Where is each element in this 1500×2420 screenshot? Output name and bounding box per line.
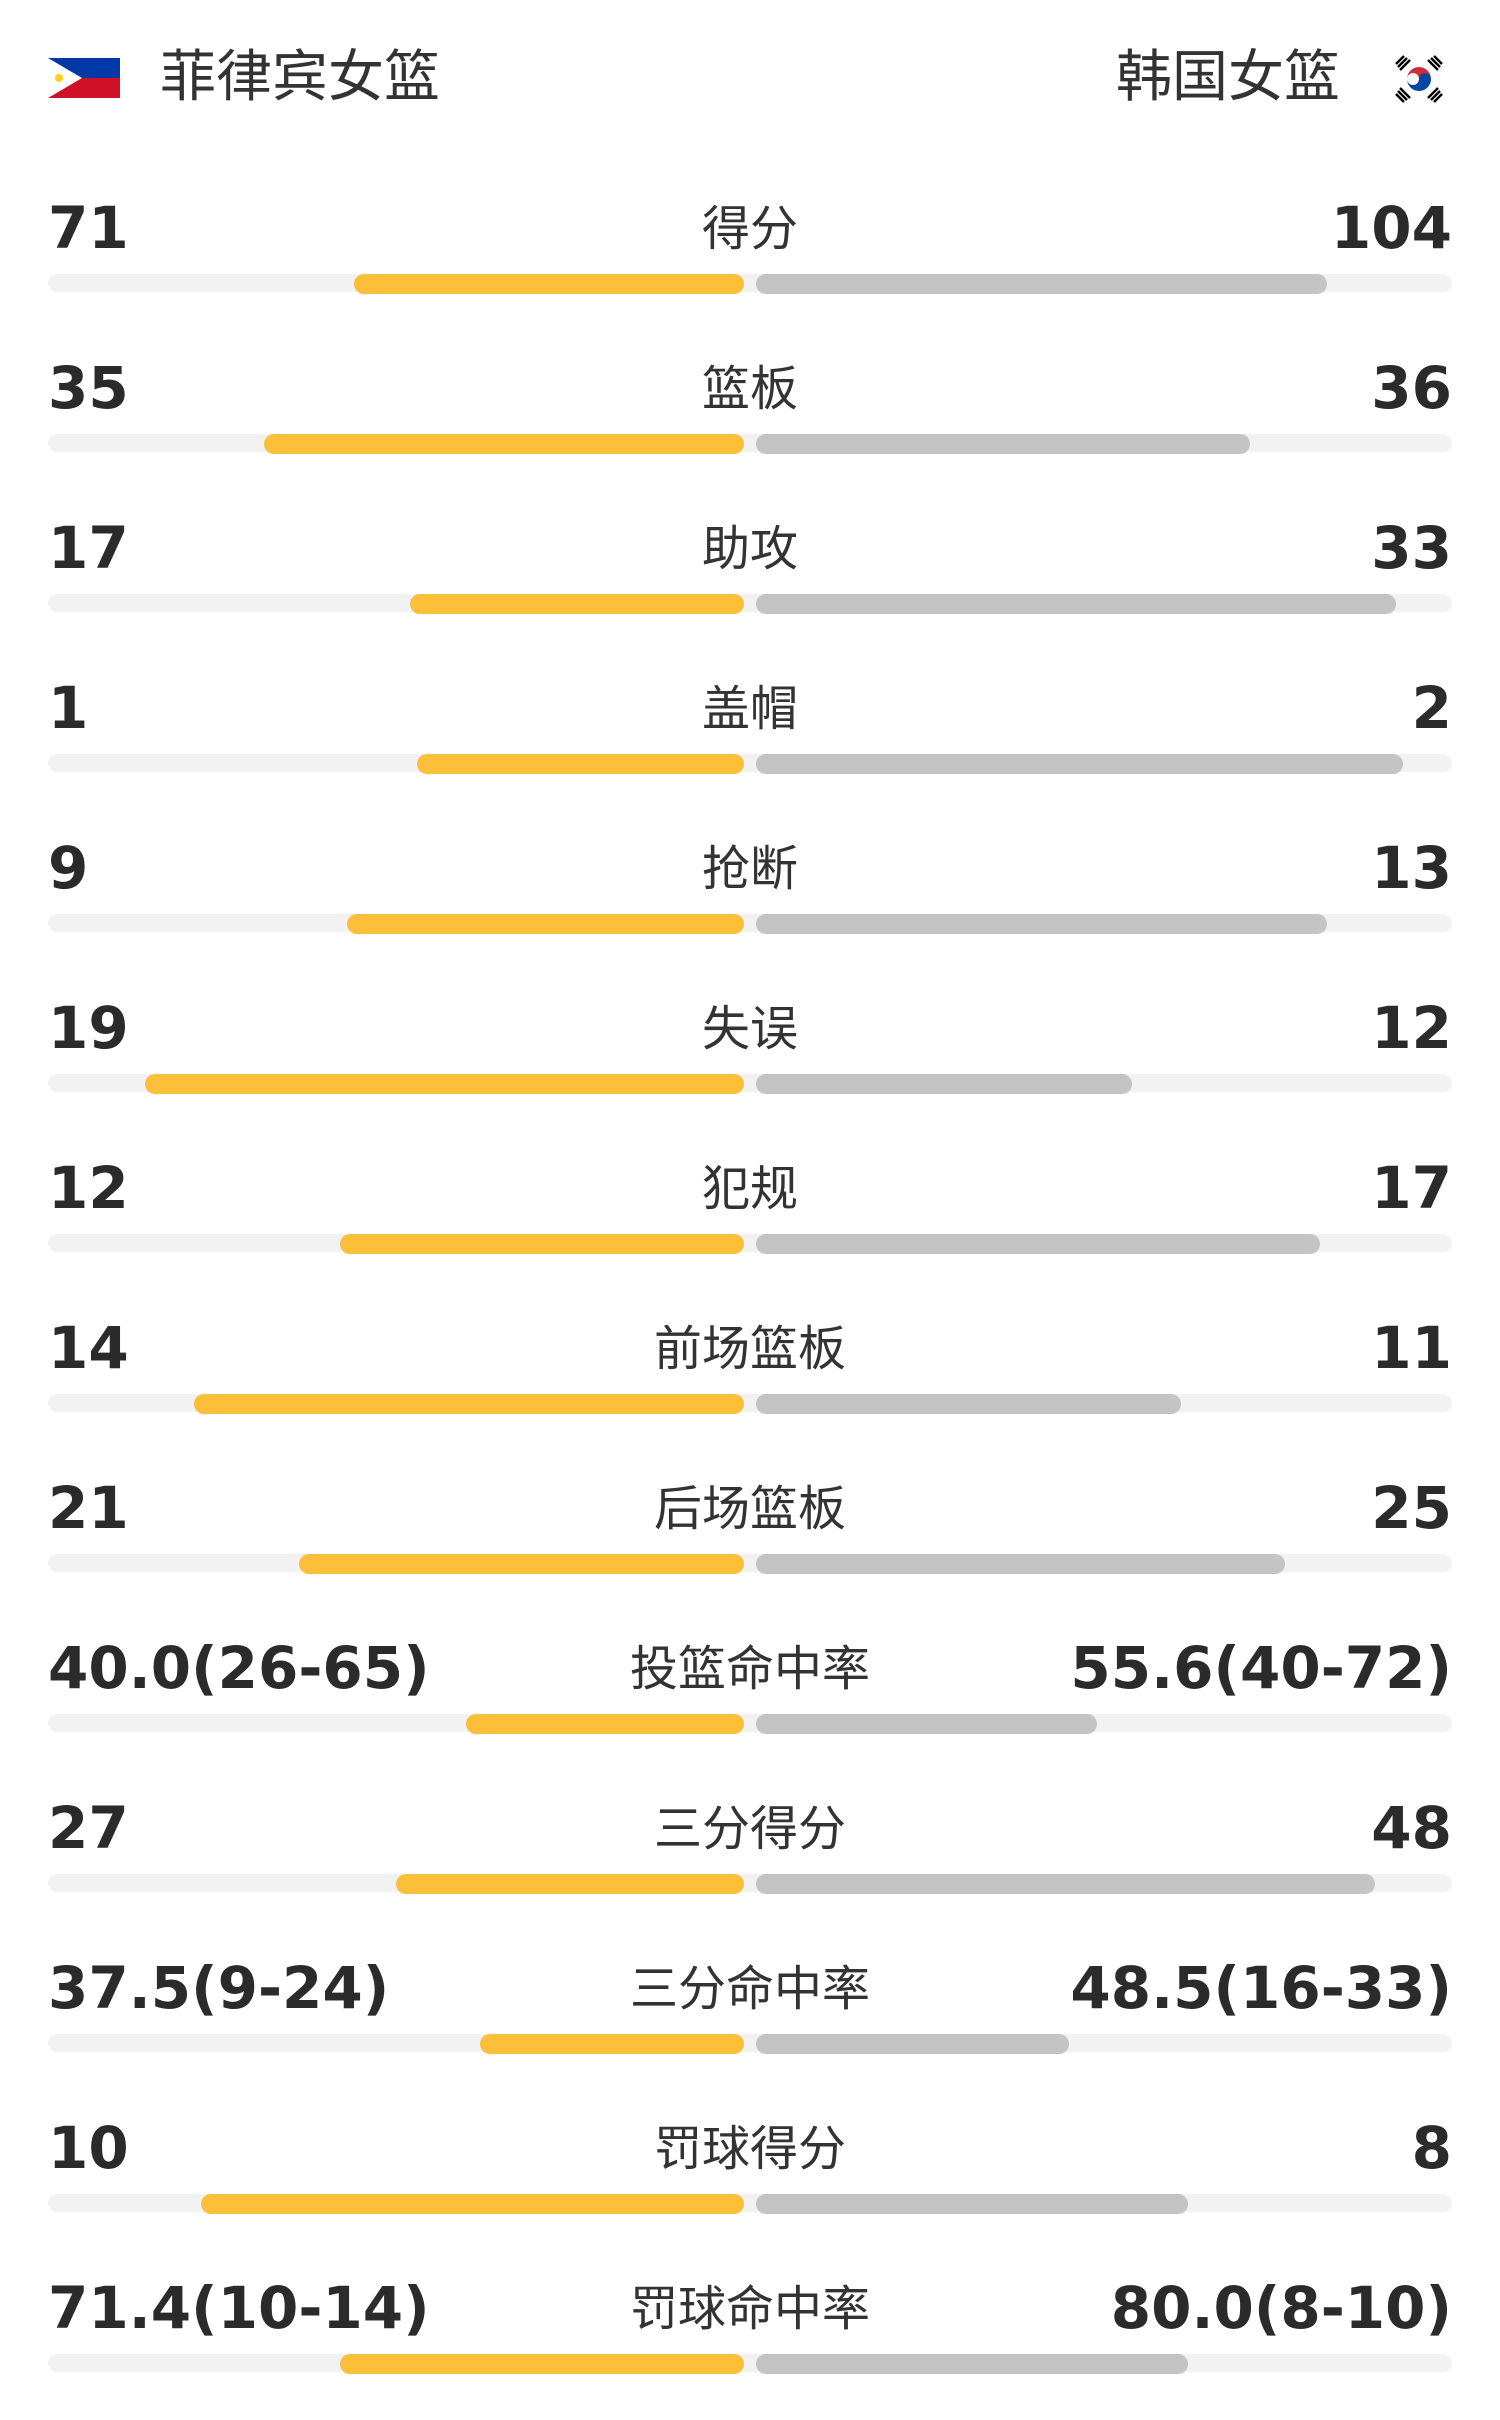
stat-row: 1 盖帽 2 <box>0 660 1500 820</box>
away-stat-value: 11 <box>1371 1314 1452 1382</box>
stat-bar-track <box>48 2354 1452 2372</box>
stat-row: 19 失误 12 <box>0 980 1500 1140</box>
home-stat-value: 21 <box>48 1474 129 1542</box>
home-stat-bar <box>340 1234 744 1254</box>
home-stat-value: 14 <box>48 1314 129 1382</box>
away-stat-value: 17 <box>1371 1154 1452 1222</box>
stat-row: 71 得分 104 <box>0 180 1500 340</box>
away-stat-value: 80.0(8-10) <box>1110 2274 1452 2342</box>
away-team-name: 韩国女篮 <box>1116 45 1340 110</box>
home-team-name: 菲律宾女篮 <box>160 45 440 110</box>
away-stat-bar <box>756 1554 1285 1574</box>
away-stat-bar <box>756 1074 1132 1094</box>
stat-row: 71.4(10-14) 罚球命中率 80.0(8-10) <box>0 2260 1500 2420</box>
home-stat-value: 19 <box>48 994 129 1062</box>
away-stat-value: 104 <box>1330 194 1452 262</box>
away-stat-value: 12 <box>1371 994 1452 1062</box>
home-stat-bar <box>417 754 744 774</box>
home-stat-bar <box>410 594 744 614</box>
stat-row: 37.5(9-24) 三分命中率 48.5(16-33) <box>0 1940 1500 2100</box>
home-stat-value: 27 <box>48 1794 129 1862</box>
south-korea-flag-icon <box>1392 52 1446 106</box>
away-stat-bar <box>756 1234 1320 1254</box>
home-stat-bar <box>347 914 744 934</box>
stat-row: 12 犯规 17 <box>0 1140 1500 1300</box>
stat-label: 抢断 <box>701 841 798 897</box>
stat-row: 27 三分得分 48 <box>0 1780 1500 1940</box>
stat-label: 罚球命中率 <box>629 2281 870 2337</box>
home-stat-value: 40.0(26-65) <box>48 1634 430 1702</box>
home-stat-value: 10 <box>48 2114 129 2182</box>
stat-bar-track <box>48 2034 1452 2052</box>
away-stat-bar <box>756 914 1327 934</box>
away-stat-value: 48 <box>1371 1794 1452 1862</box>
team-header: 菲律宾女篮 韩国女篮 <box>0 0 1500 150</box>
home-stat-value: 12 <box>48 1154 129 1222</box>
home-stat-bar <box>466 1714 744 1734</box>
home-stat-value: 1 <box>48 674 89 742</box>
home-stat-value: 9 <box>48 834 89 902</box>
away-stat-bar <box>756 2034 1069 2054</box>
home-stat-bar <box>354 274 744 294</box>
stat-label: 罚球得分 <box>653 2121 846 2177</box>
home-stat-bar <box>340 2354 744 2374</box>
stat-label: 篮板 <box>701 361 798 417</box>
stat-label: 失误 <box>701 1001 798 1057</box>
away-stat-value: 55.6(40-72) <box>1070 1634 1452 1702</box>
home-stat-bar <box>480 2034 744 2054</box>
stat-label: 三分命中率 <box>629 1961 870 2017</box>
philippines-flag-icon <box>48 58 120 98</box>
away-stat-bar <box>756 1394 1181 1414</box>
home-stat-value: 71 <box>48 194 129 262</box>
stat-label: 后场篮板 <box>653 1481 846 1537</box>
home-stat-value: 71.4(10-14) <box>48 2274 430 2342</box>
stat-row: 21 后场篮板 25 <box>0 1460 1500 1620</box>
home-stat-value: 17 <box>48 514 129 582</box>
stat-row: 35 篮板 36 <box>0 340 1500 500</box>
away-stat-bar <box>756 274 1327 294</box>
away-stat-bar <box>756 2194 1188 2214</box>
away-stat-bar <box>756 594 1396 614</box>
away-stat-value: 33 <box>1371 514 1452 582</box>
stat-row: 14 前场篮板 11 <box>0 1300 1500 1460</box>
away-stat-bar <box>756 1714 1097 1734</box>
stat-label: 助攻 <box>701 521 798 577</box>
home-stat-bar <box>145 1074 744 1094</box>
home-stat-value: 37.5(9-24) <box>48 1954 390 2022</box>
stat-label: 三分得分 <box>653 1801 846 1857</box>
stat-row: 17 助攻 33 <box>0 500 1500 660</box>
away-stat-value: 48.5(16-33) <box>1070 1954 1452 2022</box>
stat-label: 犯规 <box>701 1161 798 1217</box>
home-stat-value: 35 <box>48 354 129 422</box>
home-stat-bar <box>299 1554 744 1574</box>
stat-label: 得分 <box>701 201 798 257</box>
away-stat-value: 13 <box>1371 834 1452 902</box>
away-stat-value: 25 <box>1371 1474 1452 1542</box>
stat-row: 10 罚球得分 8 <box>0 2100 1500 2260</box>
away-stat-value: 36 <box>1371 354 1452 422</box>
away-stat-bar <box>756 754 1403 774</box>
stat-row: 40.0(26-65) 投篮命中率 55.6(40-72) <box>0 1620 1500 1780</box>
stat-label: 盖帽 <box>701 681 798 737</box>
home-stat-bar <box>201 2194 744 2214</box>
away-stat-bar <box>756 1874 1375 1894</box>
away-stat-value: 2 <box>1411 674 1452 742</box>
stat-row: 9 抢断 13 <box>0 820 1500 980</box>
stats-list: 71 得分 104 35 篮板 36 17 助攻 33 1 盖帽 2 9 抢断 13 19 失误 12 12 犯规 17… <box>0 180 1500 2420</box>
stat-label: 前场篮板 <box>653 1321 846 1377</box>
home-stat-bar <box>194 1394 744 1414</box>
home-stat-bar <box>396 1874 744 1894</box>
away-stat-value: 8 <box>1411 2114 1452 2182</box>
away-stat-bar <box>756 434 1250 454</box>
home-stat-bar <box>264 434 744 454</box>
stat-label: 投篮命中率 <box>629 1641 870 1697</box>
away-stat-bar <box>756 2354 1188 2374</box>
stat-bar-track <box>48 1714 1452 1732</box>
